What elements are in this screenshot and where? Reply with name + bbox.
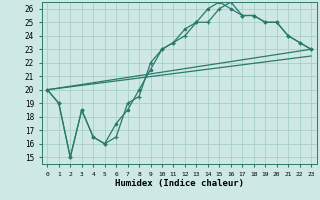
- X-axis label: Humidex (Indice chaleur): Humidex (Indice chaleur): [115, 179, 244, 188]
